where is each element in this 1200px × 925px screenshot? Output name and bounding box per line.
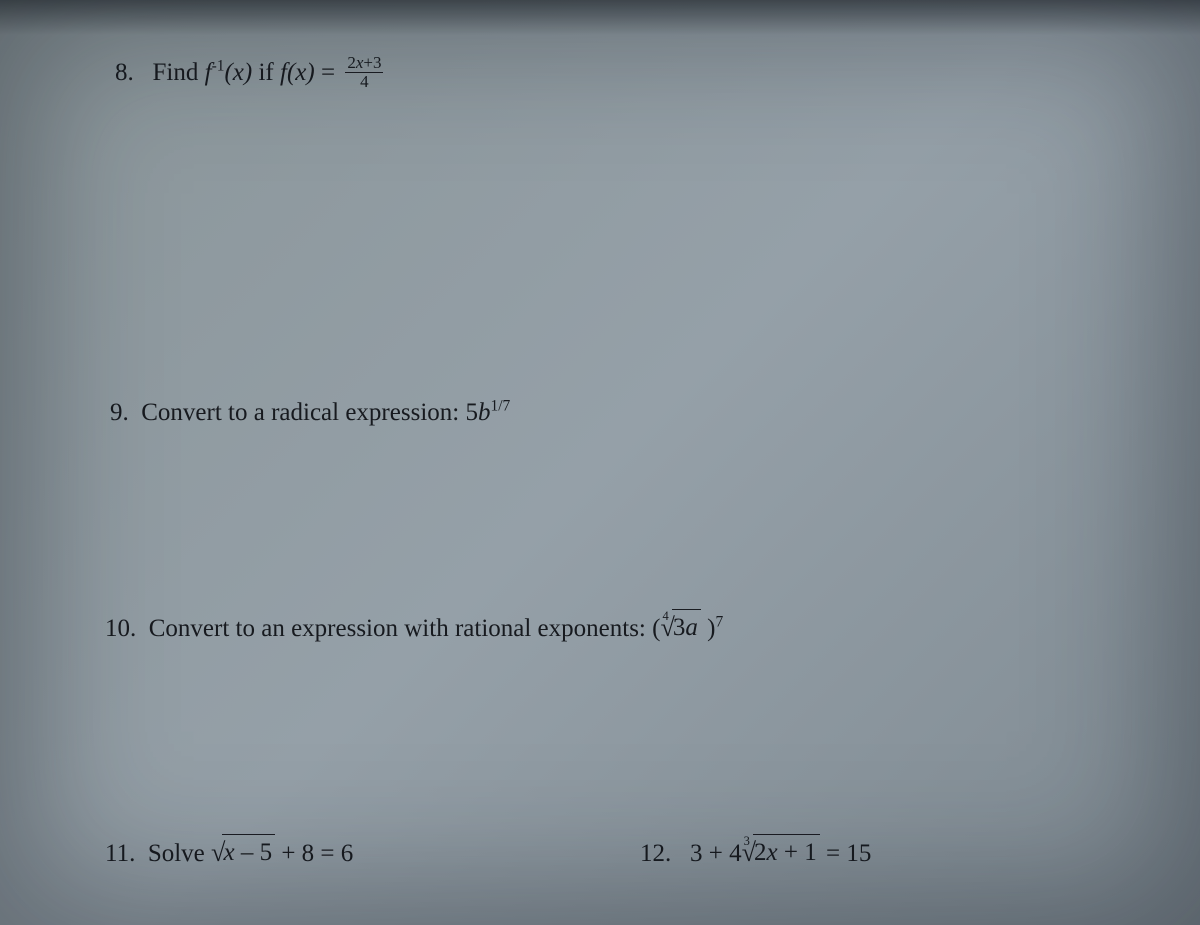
worksheet-page: 8. Find f-1(x) if f(x) = 2x+3 4 9. Conve… <box>0 0 1200 925</box>
radicand: 3a <box>672 609 701 645</box>
function-arg: (x) <box>224 59 252 86</box>
equation-head: 3 + 4 <box>690 840 742 867</box>
equation-tail: + 8 = 6 <box>275 840 353 867</box>
radical-expression: 3√2x + 1 <box>742 835 820 872</box>
problem-12: 12. 3 + 43√2x + 1 = 15 <box>640 835 871 872</box>
problem-number: 10. <box>105 615 136 642</box>
radical-index: 3 <box>744 833 750 851</box>
function-symbol: f <box>280 59 287 86</box>
problem-number: 8. <box>115 59 134 86</box>
open-paren: ( <box>652 615 660 642</box>
inverse-exponent: -1 <box>212 58 225 75</box>
fraction: 2x+3 4 <box>345 54 383 91</box>
outer-exponent: 7 <box>715 614 723 631</box>
radical-index: 4 <box>662 608 668 626</box>
radical-expression: √x – 5 <box>211 835 275 872</box>
coefficient: 5 <box>465 399 478 426</box>
problem-text: Convert to a radical expression: <box>141 399 465 426</box>
function-symbol: f <box>205 59 212 86</box>
function-arg: (x) <box>287 59 315 86</box>
problem-text: Convert to an expression with rational e… <box>149 615 652 642</box>
problem-number: 9. <box>110 399 129 426</box>
problem-number: 11. <box>105 840 135 867</box>
problem-text: if <box>258 59 280 86</box>
fraction-numerator: 2x+3 <box>345 54 383 73</box>
equation-tail: = 15 <box>820 840 872 867</box>
radicand: 2x + 1 <box>753 834 820 870</box>
problem-text: Solve <box>148 840 211 867</box>
exponent: 1/7 <box>490 398 510 415</box>
radicand: x – 5 <box>222 834 275 870</box>
fraction-denominator: 4 <box>345 73 383 91</box>
problem-11: 11. Solve √x – 5 + 8 = 6 <box>105 835 353 872</box>
problem-number: 12. <box>640 840 671 867</box>
variable: b <box>478 399 491 426</box>
problem-10: 10. Convert to an expression with ration… <box>105 610 723 647</box>
radical-expression: 4√3a <box>660 610 700 647</box>
problem-8: 8. Find f-1(x) if f(x) = 2x+3 4 <box>115 55 383 93</box>
problem-9: 9. Convert to a radical expression: 5b1/… <box>110 395 510 430</box>
equals-sign: = <box>321 59 341 86</box>
problem-text: Find <box>153 59 205 86</box>
